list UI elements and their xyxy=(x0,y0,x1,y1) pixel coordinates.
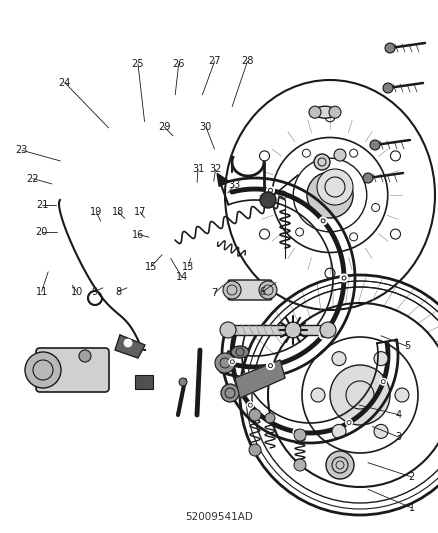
Text: 3: 3 xyxy=(396,432,402,442)
Circle shape xyxy=(79,350,91,362)
Text: 29: 29 xyxy=(158,122,170,132)
Circle shape xyxy=(332,352,346,366)
Circle shape xyxy=(266,187,275,195)
Circle shape xyxy=(294,459,306,471)
Text: 22: 22 xyxy=(27,174,39,183)
Circle shape xyxy=(311,388,325,402)
Text: 32: 32 xyxy=(209,165,222,174)
Text: 30: 30 xyxy=(200,122,212,132)
Text: 4: 4 xyxy=(396,410,402,419)
Circle shape xyxy=(395,388,409,402)
FancyBboxPatch shape xyxy=(36,348,109,392)
Text: 7: 7 xyxy=(212,288,218,298)
Circle shape xyxy=(293,429,300,435)
Text: 26: 26 xyxy=(173,59,185,69)
Circle shape xyxy=(346,419,353,426)
Text: 17: 17 xyxy=(134,207,146,217)
Circle shape xyxy=(374,352,388,366)
Circle shape xyxy=(221,384,239,402)
Text: 8: 8 xyxy=(115,287,121,296)
Circle shape xyxy=(220,322,236,338)
Circle shape xyxy=(363,173,373,183)
Text: 19: 19 xyxy=(90,207,102,217)
Text: 6: 6 xyxy=(260,287,266,296)
Circle shape xyxy=(374,424,388,438)
Circle shape xyxy=(260,192,276,208)
Circle shape xyxy=(317,169,353,205)
Ellipse shape xyxy=(314,106,336,118)
Text: 33: 33 xyxy=(228,181,240,190)
Text: 13: 13 xyxy=(182,262,194,271)
FancyBboxPatch shape xyxy=(228,280,272,300)
Circle shape xyxy=(215,353,235,373)
Ellipse shape xyxy=(307,172,353,218)
Circle shape xyxy=(285,322,301,338)
Circle shape xyxy=(383,83,393,93)
Text: 24: 24 xyxy=(59,78,71,87)
Circle shape xyxy=(330,365,390,425)
Circle shape xyxy=(294,429,306,441)
Circle shape xyxy=(179,378,187,386)
Circle shape xyxy=(25,352,61,388)
Text: 20: 20 xyxy=(35,227,48,237)
Text: 10: 10 xyxy=(71,287,83,296)
Circle shape xyxy=(319,331,327,339)
Text: 16: 16 xyxy=(132,230,145,239)
Text: 2: 2 xyxy=(409,472,415,482)
Circle shape xyxy=(334,149,346,161)
Polygon shape xyxy=(217,173,229,187)
Circle shape xyxy=(259,281,277,299)
Circle shape xyxy=(370,140,380,150)
Circle shape xyxy=(124,339,132,347)
Text: 11: 11 xyxy=(35,287,48,296)
Circle shape xyxy=(265,413,275,423)
Text: 23: 23 xyxy=(16,146,28,155)
Text: 28: 28 xyxy=(241,56,254,66)
Circle shape xyxy=(326,451,354,479)
Circle shape xyxy=(229,358,236,365)
Text: 9: 9 xyxy=(91,287,97,296)
Circle shape xyxy=(247,402,254,409)
Text: 52009541AD: 52009541AD xyxy=(185,512,253,522)
Polygon shape xyxy=(235,360,285,398)
Circle shape xyxy=(309,106,321,118)
Circle shape xyxy=(380,378,387,385)
Bar xyxy=(223,325,333,335)
Text: 5: 5 xyxy=(404,342,410,351)
Bar xyxy=(135,375,153,389)
Ellipse shape xyxy=(231,346,249,358)
Text: 31: 31 xyxy=(192,165,204,174)
Circle shape xyxy=(319,217,327,225)
Text: 27: 27 xyxy=(208,56,221,66)
Circle shape xyxy=(385,43,395,53)
Circle shape xyxy=(249,444,261,456)
Text: 25: 25 xyxy=(132,59,144,69)
Circle shape xyxy=(320,322,336,338)
Circle shape xyxy=(249,409,261,421)
Circle shape xyxy=(332,424,346,438)
Text: 15: 15 xyxy=(145,262,157,271)
Circle shape xyxy=(223,281,241,299)
Circle shape xyxy=(340,274,348,282)
Circle shape xyxy=(266,362,275,370)
Circle shape xyxy=(314,154,330,170)
Circle shape xyxy=(329,106,341,118)
Text: 1: 1 xyxy=(409,503,415,513)
Text: 18: 18 xyxy=(112,207,124,217)
Text: 14: 14 xyxy=(176,272,188,282)
Text: 21: 21 xyxy=(36,200,48,210)
Polygon shape xyxy=(115,335,145,358)
